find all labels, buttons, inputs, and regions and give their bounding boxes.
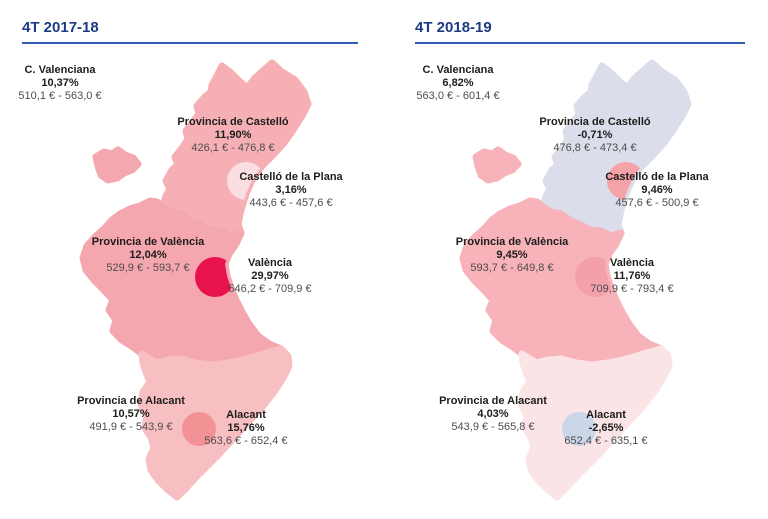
region-range: 443,6 € - 457,6 € xyxy=(249,197,333,209)
title-underline xyxy=(22,42,358,44)
panel-title-2018-19: 4T 2018-19 xyxy=(415,19,492,36)
map-valencian-community-2018-19 xyxy=(456,54,696,506)
region-name: Castelló de la Plana xyxy=(239,171,343,183)
city-circle-valencia xyxy=(195,257,235,297)
city-circle-alacant xyxy=(562,412,596,446)
region-name: Castelló de la Plana xyxy=(605,171,709,183)
region-pct: 9,45% xyxy=(496,249,528,261)
label-c-valenciana: C. Valenciana 6,82% 563,0 € - 601,4 € xyxy=(416,64,499,103)
region-range: 593,7 € - 649,8 € xyxy=(470,262,554,274)
region-name: C. Valenciana xyxy=(24,64,96,76)
label-c-valenciana: C. Valenciana 10,37% 510,1 € - 563,0 € xyxy=(18,64,101,103)
label-castello-de-la-plana: Castelló de la Plana 3,16% 443,6 € - 457… xyxy=(239,171,342,210)
map-valencian-community-2017-18 xyxy=(76,54,316,506)
region-range: 709,9 € - 793,4 € xyxy=(590,283,674,295)
region-pct: 10,37% xyxy=(41,77,79,89)
region-range: 491,9 € - 543,9 € xyxy=(89,421,173,433)
region-name: Alacant xyxy=(226,409,266,421)
region-pct: 9,46% xyxy=(641,184,673,196)
region-pct: 11,76% xyxy=(613,270,651,282)
label-alacant: Alacant -2,65% 652,4 € - 635,1 € xyxy=(564,409,647,448)
region-pct: 29,97% xyxy=(251,270,289,282)
region-range: 652,4 € - 635,1 € xyxy=(564,435,648,447)
label-provincia-alacant: Provincia de Alacant 4,03% 543,9 € - 565… xyxy=(439,395,547,434)
label-alacant: Alacant 15,76% 563,6 € - 652,4 € xyxy=(204,409,287,448)
region-range: 510,1 € - 563,0 € xyxy=(18,90,102,102)
region-pct: 10,57% xyxy=(112,408,150,420)
region-name: Alacant xyxy=(586,409,626,421)
label-provincia-alacant: Provincia de Alacant 10,57% 491,9 € - 54… xyxy=(77,395,185,434)
region-range: 546,2 € - 709,9 € xyxy=(228,283,312,295)
region-name: Provincia de València xyxy=(91,236,205,248)
label-valencia: València 29,97% 546,2 € - 709,9 € xyxy=(228,257,311,296)
region-name: Provincia de Castelló xyxy=(177,116,289,128)
label-valencia: València 11,76% 709,9 € - 793,4 € xyxy=(590,257,673,296)
region-pct: 6,82% xyxy=(442,77,474,89)
region-pct: 4,03% xyxy=(477,408,509,420)
label-provincia-valencia: Provincia de València 9,45% 593,7 € - 64… xyxy=(456,236,569,275)
region-range: 457,6 € - 500,9 € xyxy=(615,197,699,209)
region-name: Provincia de Alacant xyxy=(77,395,185,407)
title-underline xyxy=(415,42,745,44)
region-range: 563,6 € - 652,4 € xyxy=(204,435,288,447)
label-provincia-valencia: Provincia de València 12,04% 529,9 € - 5… xyxy=(92,236,205,275)
region-name: C. Valenciana xyxy=(422,64,494,76)
region-pct: -2,65% xyxy=(588,422,624,434)
region-name: València xyxy=(609,257,655,269)
region-name: València xyxy=(247,257,293,269)
region-name: Provincia de Alacant xyxy=(439,395,547,407)
region-name: Provincia de València xyxy=(455,236,569,248)
region-range: 543,9 € - 565,8 € xyxy=(451,421,535,433)
label-castello-de-la-plana: Castelló de la Plana 9,46% 457,6 € - 500… xyxy=(605,171,708,210)
region-range: 476,8 € - 473,4 € xyxy=(553,142,637,154)
label-provincia-castello: Provincia de Castelló -0,71% 476,8 € - 4… xyxy=(539,116,650,155)
region-range: 563,0 € - 601,4 € xyxy=(416,90,500,102)
region-name: Provincia de Castelló xyxy=(539,116,651,128)
city-circle-alacant xyxy=(182,412,216,446)
city-circle-valencia xyxy=(575,257,615,297)
region-pct: 12,04% xyxy=(129,249,167,261)
label-provincia-castello: Provincia de Castelló 11,90% 426,1 € - 4… xyxy=(177,116,288,155)
region-pct: 11,90% xyxy=(214,129,252,141)
region-pct: 3,16% xyxy=(275,184,307,196)
region-range: 426,1 € - 476,8 € xyxy=(191,142,275,154)
region-pct: 15,76% xyxy=(227,422,265,434)
region-range: 529,9 € - 593,7 € xyxy=(106,262,190,274)
panel-title-2017-18: 4T 2017-18 xyxy=(22,19,99,36)
region-pct: -0,71% xyxy=(577,129,613,141)
